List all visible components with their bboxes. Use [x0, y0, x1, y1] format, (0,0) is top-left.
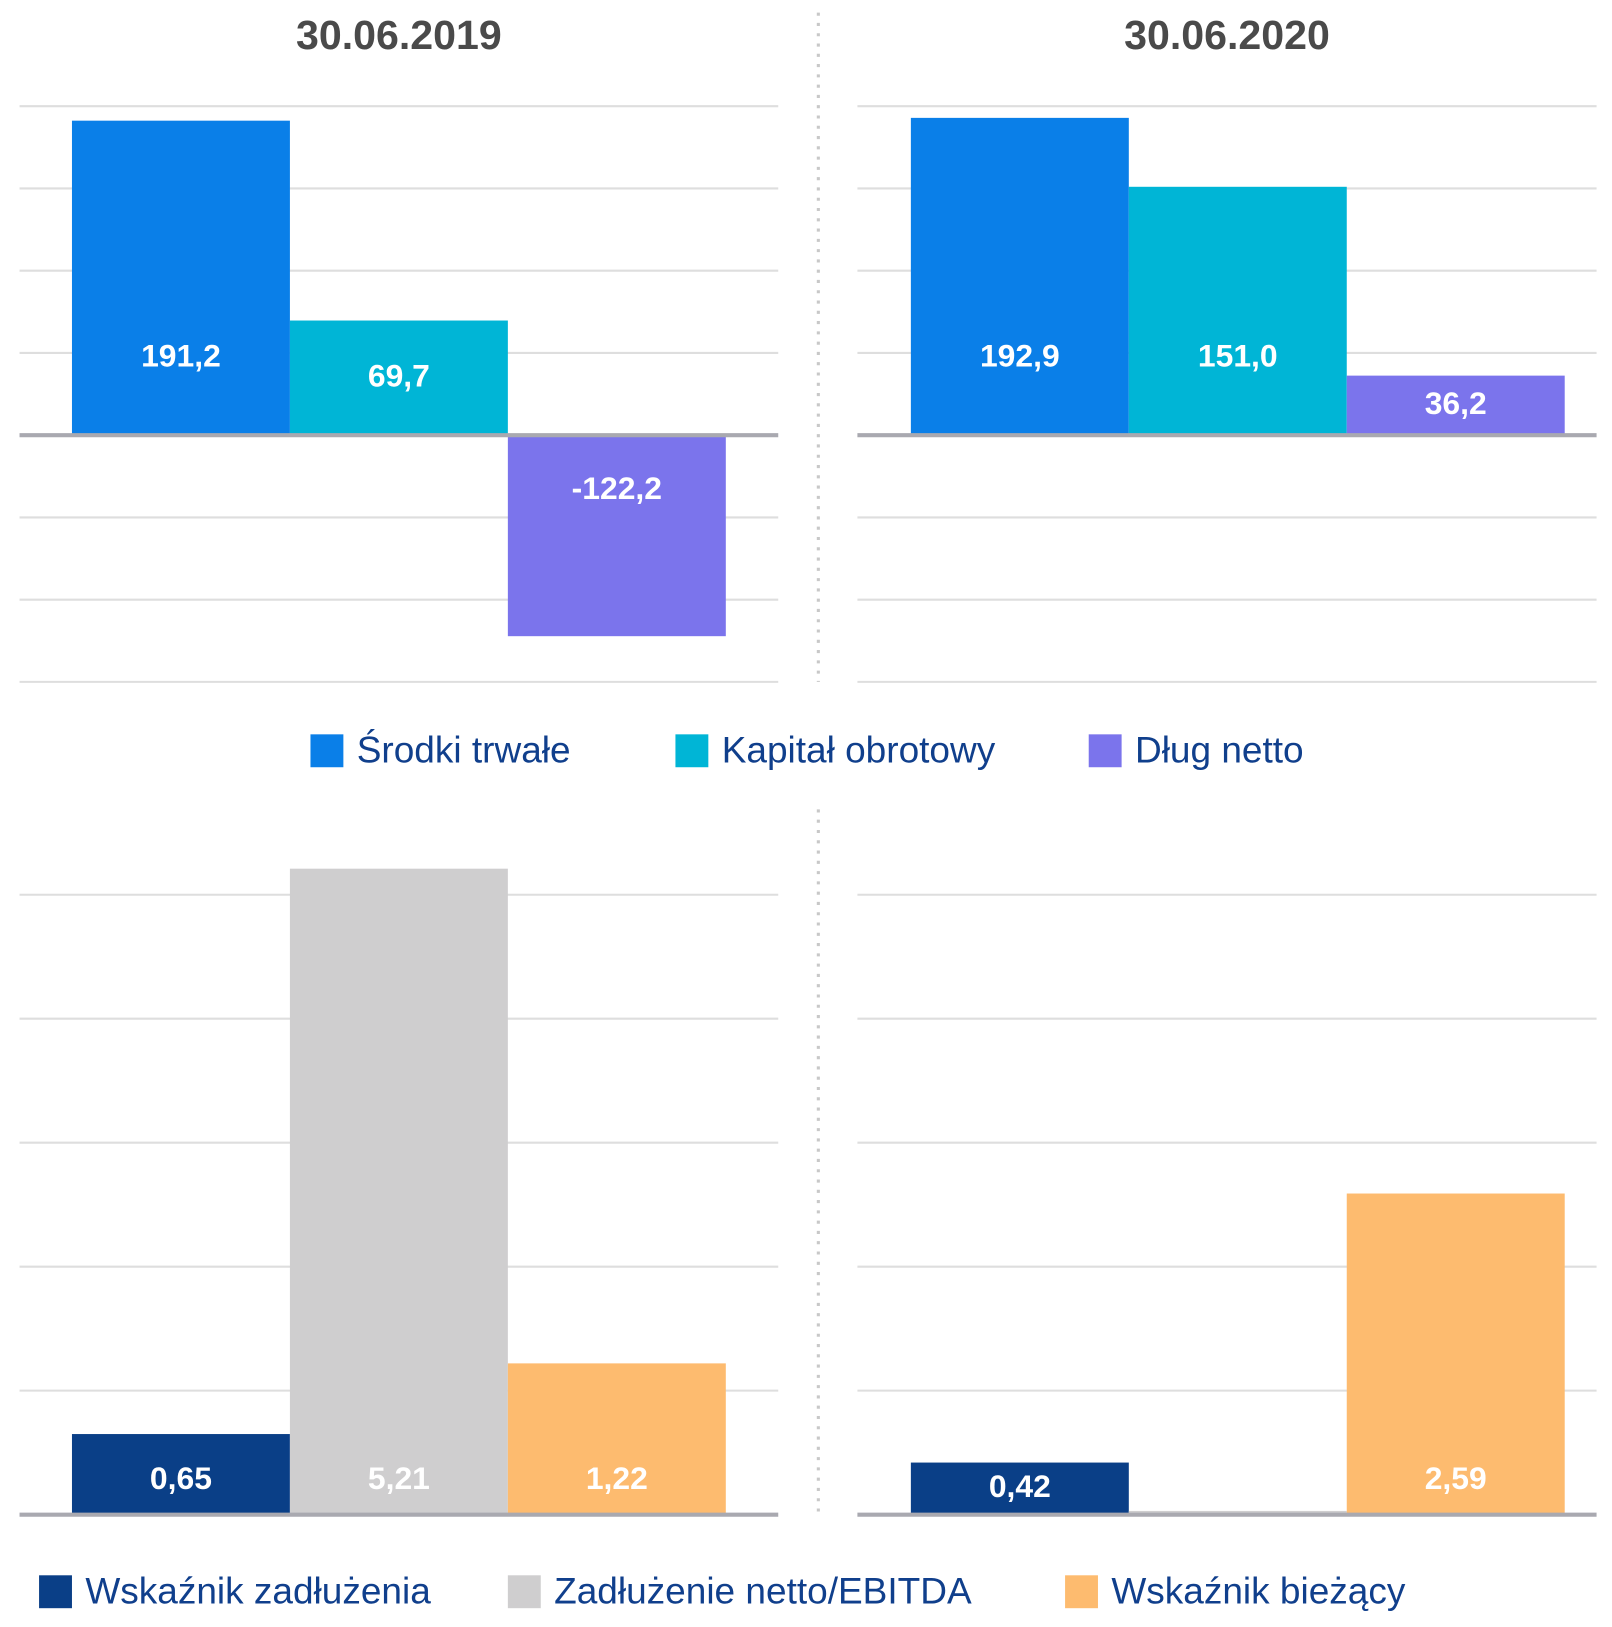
legend-label: Dług netto [1135, 729, 1304, 771]
panel-title: 30.06.2020 [1124, 12, 1330, 58]
bar [507, 1363, 726, 1515]
bar [289, 868, 508, 1515]
legend-swatch [1065, 1575, 1098, 1609]
bar [910, 117, 1129, 436]
legend-swatch [675, 734, 709, 768]
value-label: -122,2 [572, 470, 662, 506]
value-label: 191,2 [141, 337, 221, 373]
legend-swatch [507, 1575, 541, 1609]
value-label: 151,0 [1198, 337, 1278, 373]
bar [71, 120, 290, 436]
value-label: 69,7 [368, 357, 430, 393]
legend-swatch [39, 1575, 72, 1609]
value-label: 1,22 [586, 1460, 648, 1496]
value-label: 0,42 [989, 1468, 1051, 1504]
legend-label: Środki trwałe [357, 729, 571, 771]
legend-swatch [1088, 734, 1122, 768]
legend-label: Zadłużenie netto/EBITDA [554, 1570, 972, 1612]
legend-label: Kapitał obrotowy [722, 729, 996, 771]
bar [289, 320, 508, 436]
legend-label: Wskaźnik zadłużenia [85, 1570, 431, 1612]
value-label: 2,59 [1425, 1460, 1487, 1496]
bar [507, 435, 726, 637]
value-label: 36,2 [1425, 385, 1487, 421]
value-label: 192,9 [980, 337, 1060, 373]
bar [1128, 186, 1347, 436]
bar [1346, 1193, 1565, 1515]
legend-swatch [310, 734, 344, 768]
bar [71, 1434, 290, 1515]
value-label: 5,21 [368, 1460, 430, 1496]
panel-title: 30.06.2019 [296, 12, 502, 58]
bar [1346, 375, 1565, 436]
legend-label: Wskaźnik bieżący [1111, 1570, 1406, 1612]
value-label: 0,65 [150, 1460, 212, 1496]
bar [910, 1462, 1129, 1515]
